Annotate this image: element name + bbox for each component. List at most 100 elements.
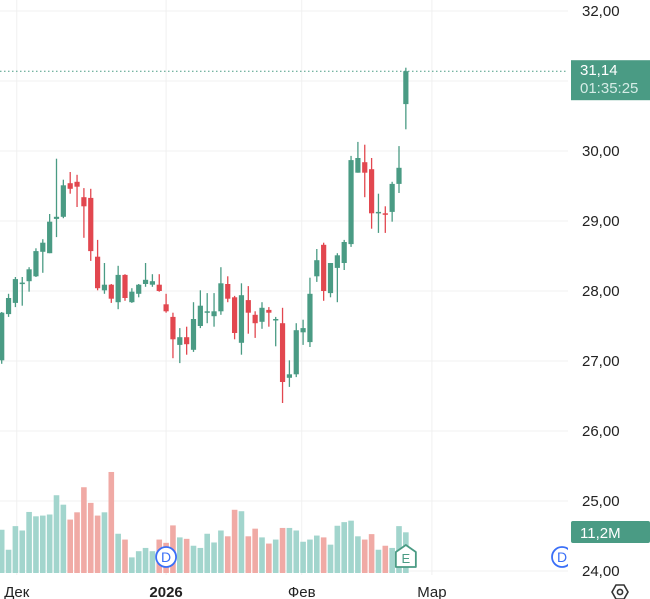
volume-bar	[183, 538, 190, 573]
candles	[0, 67, 409, 403]
countdown: 01:35:25	[580, 80, 638, 97]
dividend-marker: D	[155, 546, 178, 568]
candle	[40, 239, 46, 273]
candle-body	[252, 314, 258, 324]
candle-body	[286, 374, 292, 378]
volume-bar	[53, 495, 60, 573]
candle	[184, 326, 190, 355]
volume-bar	[101, 512, 108, 573]
candle	[362, 144, 368, 198]
candle	[204, 293, 210, 324]
volume-bar	[135, 551, 142, 573]
volume-bar	[327, 544, 334, 573]
volume-bar	[211, 542, 217, 573]
candle-body	[74, 181, 80, 187]
grid	[0, 0, 568, 575]
candle	[279, 307, 286, 403]
candle-body	[341, 242, 347, 263]
candle-body	[81, 197, 87, 207]
candle	[197, 290, 203, 329]
candle-body	[232, 297, 238, 333]
candle	[149, 274, 155, 287]
volume-bar	[115, 533, 121, 573]
volume-bar	[12, 526, 19, 573]
candle-body	[60, 185, 66, 217]
candle-body	[259, 307, 265, 322]
candle-body	[115, 274, 121, 303]
candle-body	[26, 269, 32, 282]
marker-circle	[155, 546, 178, 568]
candle-body	[334, 255, 340, 268]
candle-body	[0, 312, 5, 361]
marker-label: D	[557, 549, 567, 565]
volume-bar	[348, 520, 354, 573]
volume-bar	[19, 530, 26, 573]
volume-bar	[279, 527, 286, 573]
candle	[122, 274, 128, 301]
candle	[163, 293, 169, 313]
candle	[218, 267, 224, 315]
volume-bar	[272, 539, 279, 573]
candle	[47, 214, 53, 254]
candle	[321, 242, 327, 301]
candle-body	[211, 311, 217, 317]
candle-body	[47, 221, 53, 254]
volume-bar	[60, 504, 67, 573]
candle	[211, 293, 217, 327]
volume-bar	[389, 547, 395, 573]
candle-body	[101, 284, 108, 291]
candle	[129, 288, 135, 303]
candle-body	[122, 274, 128, 298]
candle	[115, 265, 121, 310]
candle-body	[300, 328, 306, 333]
candle	[293, 323, 299, 378]
candle-body	[218, 283, 224, 312]
volume-bar	[355, 536, 361, 573]
candle	[67, 172, 73, 194]
volume-bar	[341, 522, 347, 573]
candle-body	[19, 282, 25, 285]
candle-body	[389, 183, 395, 212]
x-tick-label: Фев	[288, 584, 316, 599]
candle-body	[177, 337, 183, 345]
candle	[95, 239, 101, 291]
candle	[12, 277, 18, 308]
volume-bar	[197, 547, 204, 573]
candle-body	[307, 293, 313, 343]
volume-bar	[252, 528, 258, 573]
volume-bar	[142, 547, 149, 573]
volume-bar	[218, 530, 224, 573]
volume-bar	[94, 515, 101, 573]
candle	[0, 312, 5, 364]
candle-body	[396, 167, 402, 184]
volume-bar	[33, 516, 39, 573]
candle	[232, 295, 238, 340]
volume-bar	[238, 511, 245, 573]
volume-bar	[0, 529, 5, 573]
volume-bar	[108, 471, 115, 573]
candle	[327, 263, 334, 298]
volume-bar	[177, 537, 183, 573]
candle	[375, 193, 382, 233]
candle-body	[129, 291, 135, 303]
candle	[286, 360, 292, 387]
candle	[170, 312, 176, 359]
volume-bar	[204, 533, 210, 573]
x-tick-label: 2026	[149, 584, 182, 599]
price-axis[interactable]: 24,00 25,00 26,00 27,00 28,00 29,00 30,00 32,00	[582, 3, 620, 580]
candle	[81, 188, 87, 238]
gear-hexagon-icon[interactable]	[611, 584, 629, 599]
candle	[307, 277, 313, 347]
candle	[369, 158, 375, 229]
candle-body	[190, 319, 197, 350]
candle-body	[245, 300, 251, 313]
y-tick-label: 25,00	[582, 493, 620, 510]
candle	[33, 248, 39, 277]
y-tick-label: 28,00	[582, 283, 620, 300]
time-axis[interactable]: Дек 2026 Фев Мар	[4, 584, 446, 599]
volume-bar	[46, 514, 53, 573]
candle	[60, 179, 66, 219]
candle-body	[170, 316, 176, 340]
volume-bar	[26, 511, 32, 573]
